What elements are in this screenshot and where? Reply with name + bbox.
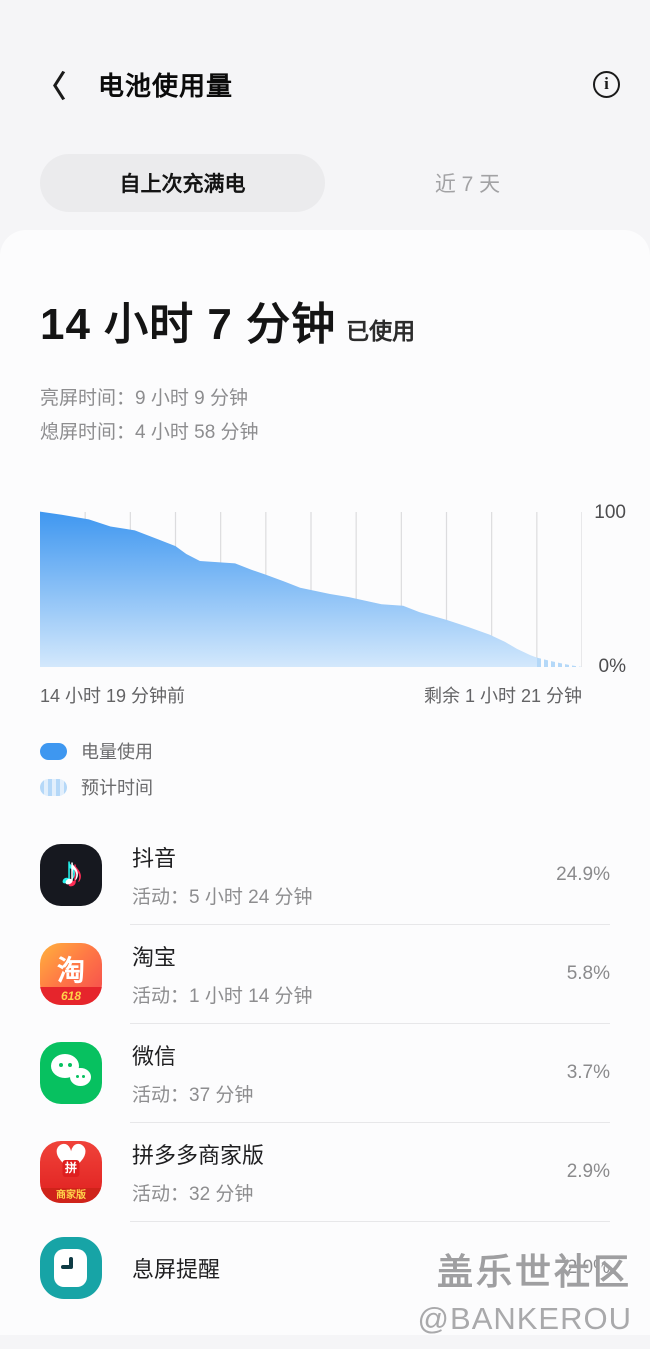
- taobao-app-icon: 淘 618: [40, 943, 102, 1005]
- app-activity: 活动：1 小时 14 分钟: [132, 986, 313, 1007]
- battery-percent: 5.8%: [566, 963, 610, 984]
- app-row-douyin[interactable]: ♪ 抖音活动：5 小时 24 分钟 24.9%: [0, 826, 650, 924]
- info-icon[interactable]: i: [593, 70, 620, 98]
- usage-duration-value: 14 小时 7 分钟: [40, 300, 337, 349]
- app-name: 拼多多商家版: [132, 1143, 265, 1168]
- tab-last-7-days[interactable]: 近 7 天: [434, 173, 501, 196]
- list-divider: [130, 1023, 610, 1024]
- battery-area-chart: [40, 510, 583, 672]
- list-divider: [130, 1122, 610, 1123]
- battery-usage-swatch-icon: [40, 742, 67, 760]
- usage-duration: 14 小时 7 分钟 已使用: [0, 288, 650, 352]
- battery-percent: 2.9%: [566, 1161, 610, 1182]
- battery-usage-card: 14 小时 7 分钟 已使用 亮屏时间：9 小时 9 分钟 熄屏时间：4 小时 …: [0, 230, 650, 1335]
- legend-label: 预计时间: [81, 778, 153, 798]
- estimated-time-swatch-icon: [40, 778, 67, 796]
- app-name: 抖音: [132, 846, 177, 871]
- screen-on-time: 亮屏时间：9 小时 9 分钟: [40, 388, 248, 409]
- app-row-clock[interactable]: 息屏提醒 2.0%: [0, 1222, 650, 1314]
- page-title: 电池使用量: [98, 70, 234, 101]
- app-name: 息屏提醒: [132, 1257, 221, 1282]
- app-activity: 活动：32 分钟: [132, 1184, 254, 1205]
- legend-label: 电量使用: [81, 742, 153, 762]
- usage-duration-suffix: 已使用: [346, 318, 416, 344]
- battery-percent: 3.7%: [566, 1062, 610, 1083]
- back-icon[interactable]: 〈: [36, 71, 66, 104]
- x-axis-end-label: 剩余 1 小时 21 分钟: [423, 686, 582, 706]
- y-axis-max-label: 100: [594, 502, 626, 523]
- clock-app-icon: [40, 1237, 102, 1299]
- douyin-app-icon: ♪: [40, 844, 102, 906]
- app-activity: 活动：37 分钟: [132, 1085, 254, 1106]
- app-usage-list: ♪ 抖音活动：5 小时 24 分钟 24.9% 淘 618 淘宝活动：1 小时 14 分钟…: [0, 826, 650, 1314]
- app-row-taobao[interactable]: 淘 618 淘宝活动：1 小时 14 分钟 5.8%: [0, 925, 650, 1023]
- chart-legend: 电量使用 预计时间: [40, 738, 610, 800]
- list-divider: [130, 1221, 610, 1222]
- battery-percent: 2.0%: [566, 1257, 610, 1278]
- app-name: 微信: [132, 1044, 177, 1069]
- screen-off-time: 熄屏时间：4 小时 58 分钟: [40, 422, 259, 443]
- app-row-wechat[interactable]: 微信活动：37 分钟 3.7%: [0, 1024, 650, 1122]
- tab-since-full-charge[interactable]: 自上次充满电: [40, 154, 325, 212]
- legend-battery-usage: 电量使用: [40, 738, 610, 764]
- legend-estimated-time: 预计时间: [40, 774, 610, 800]
- app-activity: 活动：5 小时 24 分钟: [132, 887, 313, 908]
- battery-chart: 100 0%: [0, 502, 650, 677]
- battery-percent: 24.9%: [556, 864, 610, 885]
- list-divider: [130, 924, 610, 925]
- app-name: 淘宝: [132, 945, 177, 970]
- x-axis-start-label: 14 小时 19 分钟前: [40, 686, 186, 706]
- wechat-app-icon: [40, 1042, 102, 1104]
- y-axis-min-label: 0%: [598, 656, 626, 677]
- period-tabs: 自上次充满电 近 7 天: [40, 154, 610, 212]
- app-bar: 〈 电池使用量 i: [0, 0, 650, 106]
